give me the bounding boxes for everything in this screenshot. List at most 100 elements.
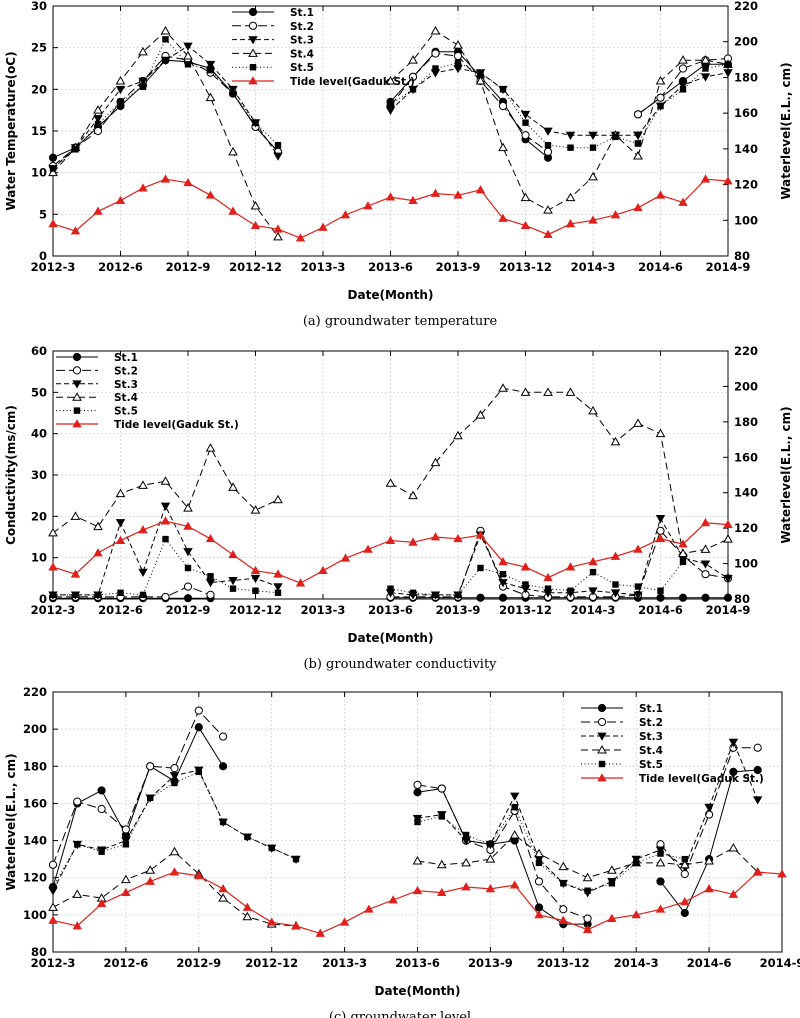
tide-point xyxy=(408,195,418,205)
y2-tick-label: 200 xyxy=(734,35,758,49)
tide-point xyxy=(633,202,643,212)
tide-point xyxy=(273,569,283,578)
data-point xyxy=(49,165,57,172)
series-line xyxy=(684,740,759,867)
tide-point xyxy=(753,867,763,876)
data-point xyxy=(122,841,130,848)
data-point xyxy=(724,61,732,68)
tide-point xyxy=(183,177,193,187)
tide-point xyxy=(475,530,486,539)
tide-point xyxy=(631,910,641,919)
data-point xyxy=(633,110,643,119)
data-point xyxy=(454,591,462,599)
data-point xyxy=(728,738,739,747)
tide-point xyxy=(273,224,283,233)
tide-point xyxy=(160,516,171,525)
y-axis-title: Water Temperature(oC) xyxy=(4,51,18,210)
y-tick-label: 30 xyxy=(31,468,47,482)
data-point xyxy=(498,579,508,588)
tide-point xyxy=(363,544,373,553)
y2-tick-label: 120 xyxy=(734,521,758,535)
data-point xyxy=(565,192,576,202)
data-point xyxy=(70,511,81,520)
data-point xyxy=(183,548,193,557)
x-tick-label: 2012-3 xyxy=(31,260,76,274)
tide-point xyxy=(655,533,666,543)
data-point xyxy=(723,69,733,78)
data-point xyxy=(753,765,762,775)
data-point xyxy=(509,829,520,839)
data-point xyxy=(146,762,155,771)
series-line xyxy=(53,504,279,596)
tide-point xyxy=(704,884,714,893)
legend-marker xyxy=(598,760,606,768)
series-line xyxy=(390,30,639,211)
data-point xyxy=(728,842,739,852)
legend-marker xyxy=(72,352,82,362)
data-point xyxy=(534,903,544,912)
y-tick-label: 0 xyxy=(39,249,47,263)
series-line xyxy=(684,847,759,873)
data-point xyxy=(680,869,689,879)
y-tick-label: 10 xyxy=(31,166,47,180)
series-line xyxy=(390,561,684,596)
data-point xyxy=(183,582,193,591)
data-point xyxy=(72,146,79,153)
legend-marker xyxy=(72,380,82,389)
data-point xyxy=(633,859,640,867)
data-point xyxy=(723,593,733,602)
legend-label: St.1 xyxy=(639,703,663,715)
data-point xyxy=(273,231,283,241)
tide-point xyxy=(115,195,126,205)
data-point xyxy=(520,387,531,396)
data-point xyxy=(723,534,733,543)
data-point xyxy=(543,147,553,156)
legend: St.1 St.2 St.3 St.4 St.5 Tide level(Gaduk St.… xyxy=(581,703,764,785)
tide-point xyxy=(453,533,463,543)
data-point xyxy=(633,150,643,160)
data-point xyxy=(437,784,446,793)
data-point xyxy=(701,570,710,579)
panel-caption: (a) groundwater temperature xyxy=(303,314,498,329)
data-point xyxy=(656,526,665,535)
data-point xyxy=(242,911,253,921)
data-point xyxy=(219,732,228,741)
legend-marker xyxy=(73,407,81,414)
y2-tick-label: 220 xyxy=(734,344,758,358)
data-point xyxy=(438,813,445,820)
data-point xyxy=(633,418,643,427)
series-tide-level xyxy=(48,516,733,587)
series-st4 xyxy=(48,383,733,558)
data-point xyxy=(408,490,418,500)
tide-point xyxy=(408,537,418,546)
tide-point xyxy=(543,229,553,238)
series-line xyxy=(390,52,549,153)
data-point xyxy=(681,855,688,863)
y-tick-label: 50 xyxy=(31,385,47,399)
tide-point xyxy=(48,915,58,924)
data-point xyxy=(160,502,171,511)
x-tick-label: 2012-12 xyxy=(245,956,298,970)
data-point xyxy=(753,743,762,752)
data-point xyxy=(183,42,193,51)
data-point xyxy=(522,119,529,126)
data-point xyxy=(162,36,169,43)
data-point xyxy=(498,101,508,111)
data-point xyxy=(543,387,553,396)
data-point xyxy=(521,131,530,140)
tide-point xyxy=(655,904,666,913)
tide-point xyxy=(242,902,253,911)
gridlines xyxy=(53,6,728,256)
data-point xyxy=(385,106,396,115)
x-tick-label: 2012-3 xyxy=(31,956,76,970)
data-point xyxy=(588,587,598,596)
legend-label: St.2 xyxy=(114,365,138,377)
data-point xyxy=(48,153,58,162)
data-point xyxy=(268,844,275,852)
data-point xyxy=(115,488,126,498)
y-axis-title: Waterlevel(E.L., cm) xyxy=(4,753,18,890)
data-point xyxy=(558,861,569,871)
tide-point xyxy=(723,519,733,528)
series-line xyxy=(390,387,729,555)
